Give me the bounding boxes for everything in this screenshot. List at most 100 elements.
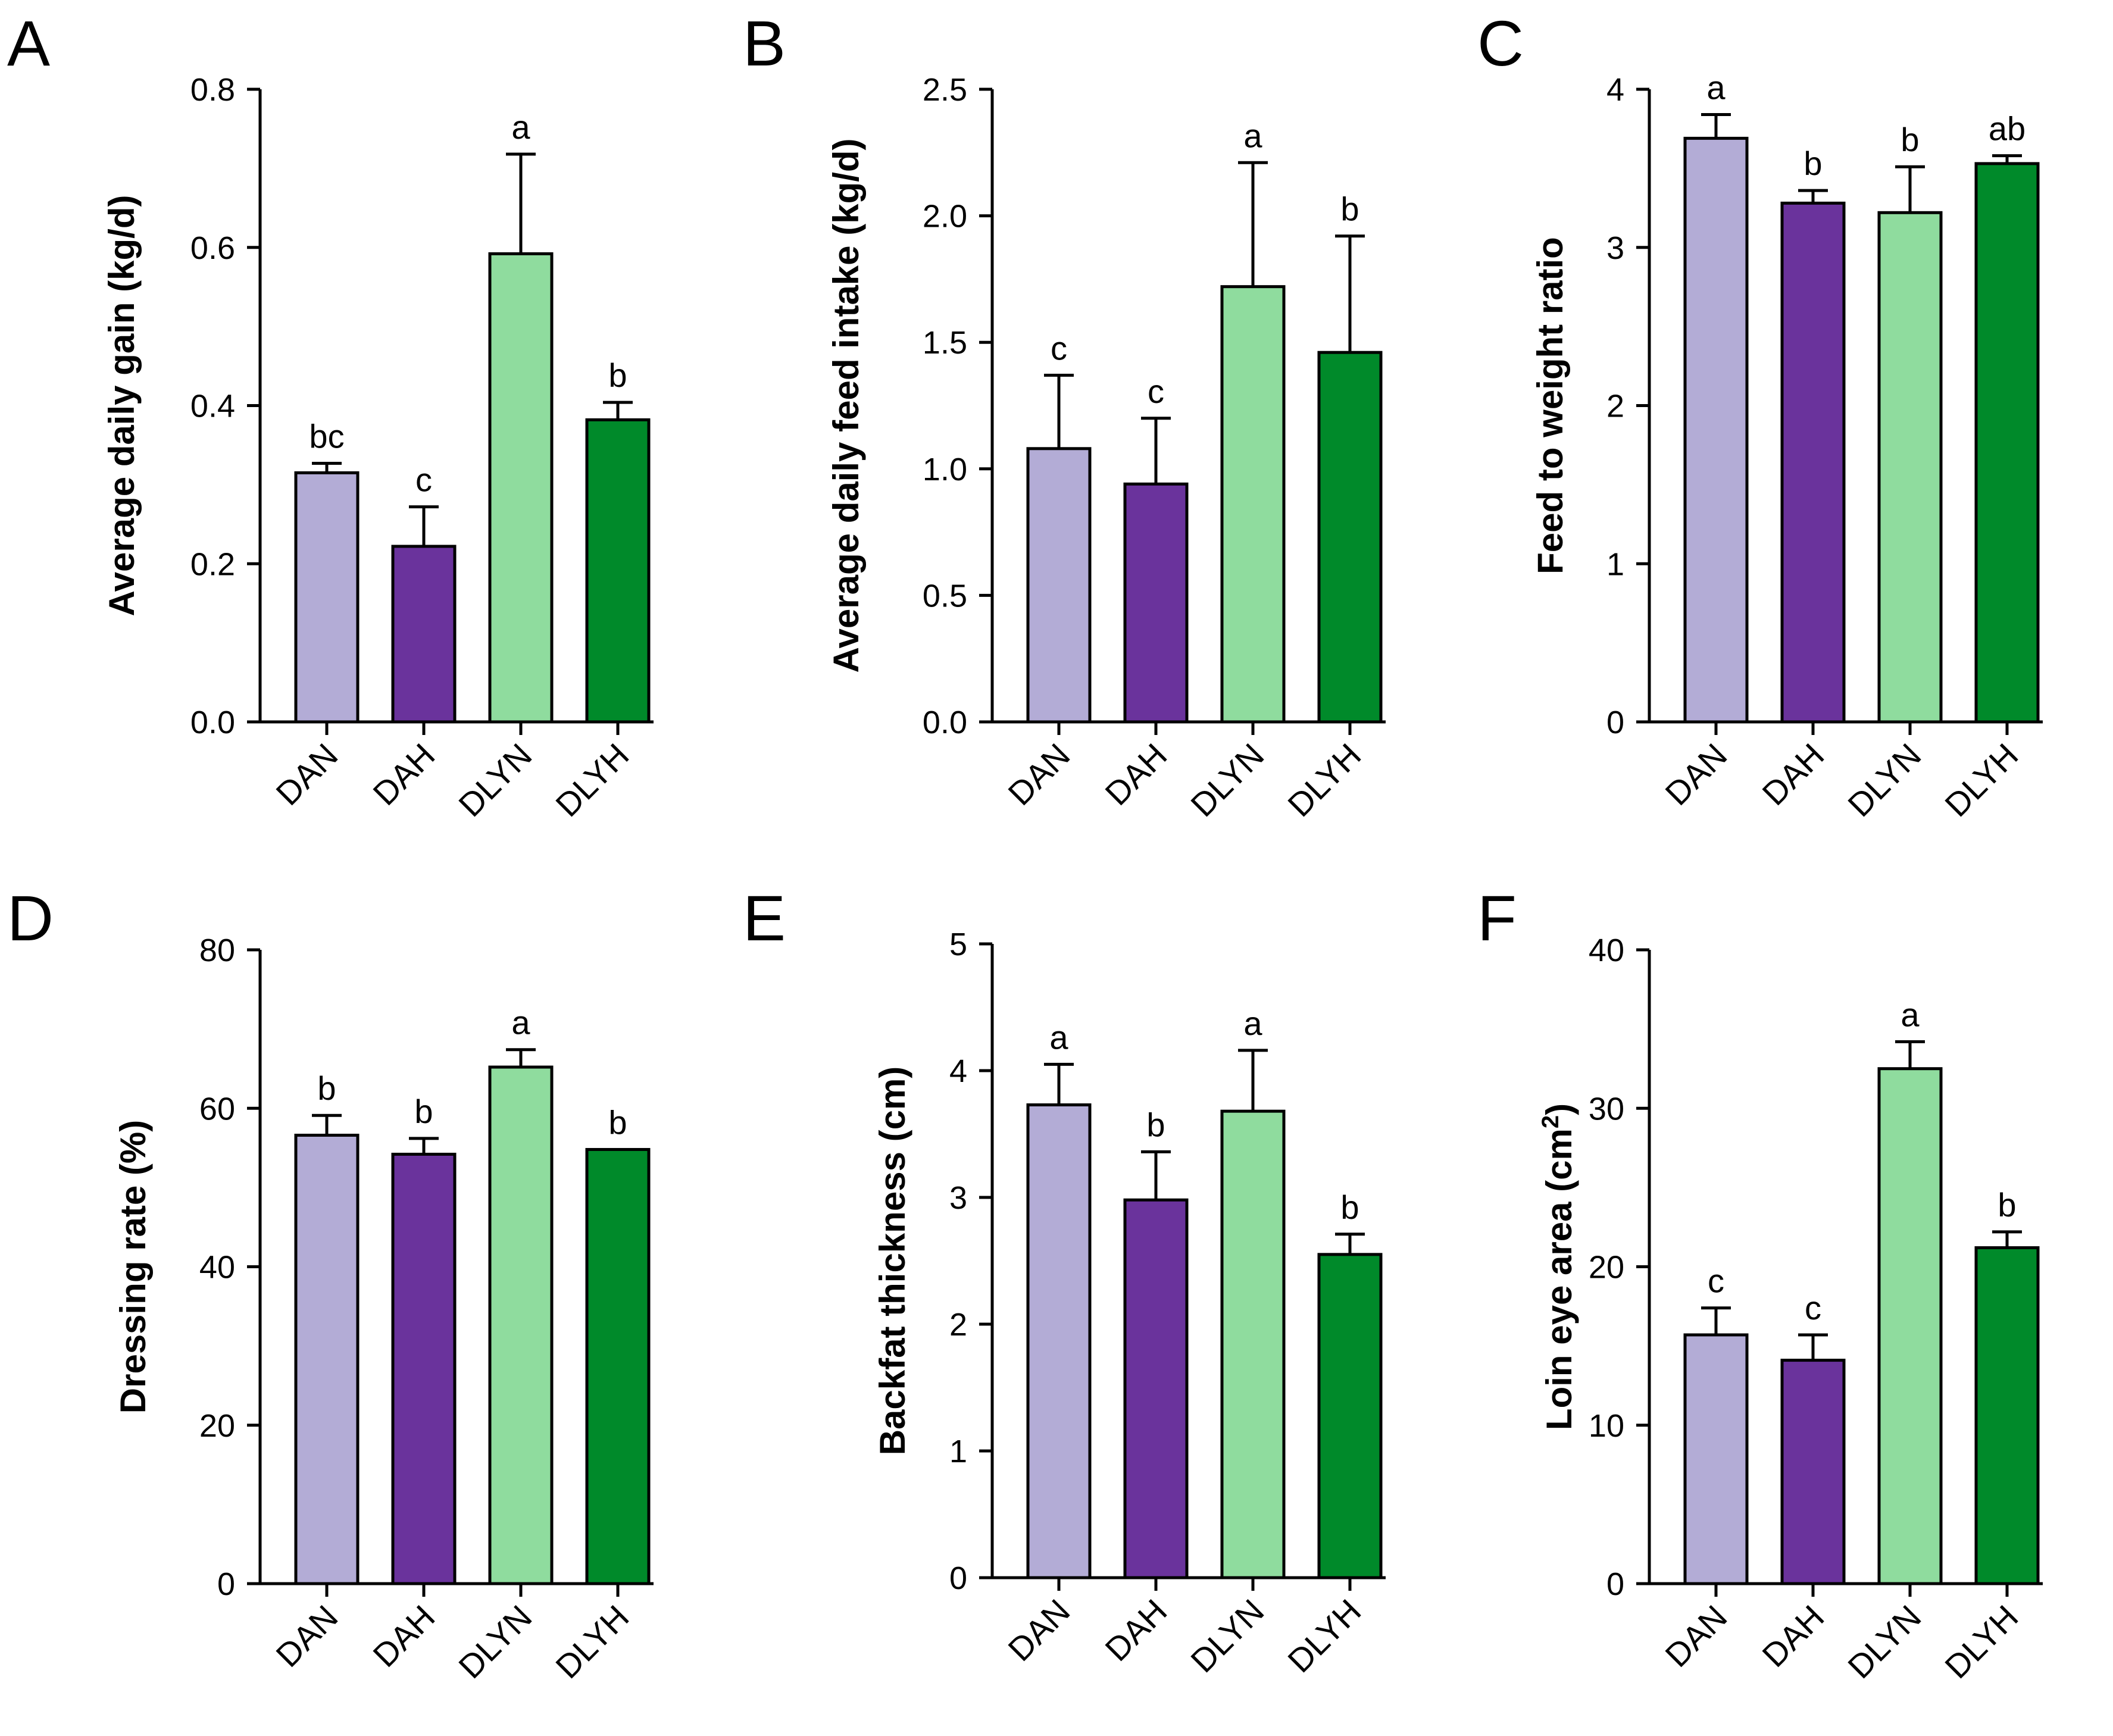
panel-a-x-tick-label-dlyn: DLYN: [451, 736, 539, 824]
panel-f-x-tick-label-dlyn: DLYN: [1840, 1598, 1928, 1685]
panel-a-y-tick-label: 0.2: [190, 546, 235, 582]
panel-f-y-tick-label: 30: [1589, 1091, 1624, 1127]
panel-e-y-axis-title: Backfat thickness (cm): [873, 1066, 912, 1456]
panel-e-sig-label-dlyh: b: [1340, 1188, 1359, 1226]
panel-e-y-tick-label: 4: [949, 1053, 967, 1089]
panel-e-sig-label-dan: a: [1049, 1018, 1068, 1056]
panel-a-bar-dlyn: [488, 252, 554, 724]
panel-f-sig-label-dlyh: b: [1998, 1186, 2016, 1224]
panel-c-sig-label-dah: b: [1803, 145, 1822, 182]
panel-a-y-tick-label: 0.0: [190, 705, 235, 740]
panel-c-x-tick-label-dlyh: DLYH: [1937, 736, 2025, 824]
panel-d-y-tick-label: 40: [199, 1250, 235, 1285]
panel-a-sig-label-dlyh: b: [608, 356, 627, 394]
panel-a-x-tick-label-dah: DAH: [365, 736, 442, 812]
panel-b-x-tick-label-dan: DAN: [1001, 736, 1077, 812]
panel-e-bar-dlyh: [1317, 1253, 1383, 1579]
panel-c-y-tick-label: 4: [1606, 72, 1624, 108]
panel-f-y-tick-label: 20: [1589, 1250, 1624, 1285]
panel-b-sig-label-dan: c: [1051, 329, 1067, 367]
panel-d-bar-dlyn: [488, 1065, 554, 1585]
panel-e-y-tick-label: 3: [949, 1180, 967, 1216]
panel-f-bar-dan: [1683, 1333, 1749, 1585]
panel-f-x-tick-label-dan: DAN: [1658, 1598, 1734, 1674]
panel-f-x-tick-label-dlyh: DLYH: [1937, 1598, 2025, 1685]
panel-b-y-tick-label: 2.5: [923, 72, 967, 108]
panel-a-y-axis-title: Average daily gain (kg/d): [102, 195, 142, 617]
panel-d-sig-label-dlyh: b: [608, 1103, 627, 1141]
panel-b-y-tick-label: 0.5: [923, 578, 967, 614]
panel-e-x-tick-label-dah: DAH: [1098, 1592, 1174, 1668]
panel-c-sig-label-dlyn: b: [1901, 121, 1919, 158]
panel-a-x-tick-label-dlyh: DLYH: [548, 736, 636, 824]
panel-e-bar-dan: [1026, 1103, 1092, 1579]
panel-c-sig-label-dan: a: [1706, 69, 1726, 107]
panel-c-x-tick-label-dlyn: DLYN: [1840, 736, 1928, 824]
panel-b-bar-dlyh: [1317, 351, 1383, 724]
panel-a-y-tick-label: 0.8: [190, 72, 235, 108]
panel-e-y-tick-label: 2: [949, 1307, 967, 1343]
panel-e-y-tick-label: 5: [949, 927, 967, 962]
panel-f-letter: F: [1477, 882, 1517, 954]
panel-f-sig-label-dah: c: [1805, 1289, 1821, 1327]
panel-b-letter: B: [743, 7, 786, 79]
panel-a-letter: A: [7, 7, 50, 79]
panel-d-y-tick-label: 60: [199, 1091, 235, 1127]
panel-d-bar-dah: [391, 1152, 457, 1585]
panel-e-bar-dlyn: [1220, 1109, 1286, 1579]
panel-b-bar-dan: [1026, 447, 1092, 724]
panel-f-bar-dah: [1780, 1359, 1846, 1585]
panel-e-sig-label-dlyn: a: [1243, 1005, 1262, 1042]
panel-d-y-tick-label: 80: [199, 933, 235, 968]
panel-d-bar-dlyh: [585, 1147, 651, 1585]
panel-b-x-tick-label-dlyn: DLYN: [1183, 736, 1271, 824]
panel-b-x-tick-label-dah: DAH: [1098, 736, 1174, 812]
panel-c-y-tick-label: 1: [1606, 546, 1624, 582]
panel-a-x-tick-label-dan: DAN: [268, 736, 345, 812]
panel-d-x-tick-label-dah: DAH: [365, 1598, 442, 1674]
panel-e-y-tick-label: 0: [949, 1560, 967, 1596]
panel-d-y-tick-label: 0: [217, 1566, 235, 1602]
panel-f-bar-dlyn: [1877, 1067, 1943, 1585]
panel-d-x-tick-label-dan: DAN: [268, 1598, 345, 1674]
panel-c-bar-dlyh: [1974, 162, 2040, 724]
panel-b-y-tick-label: 0.0: [923, 705, 967, 740]
panel-b-sig-label-dlyn: a: [1243, 117, 1262, 154]
panel-c-bar-dlyn: [1877, 211, 1943, 724]
panel-b-y-tick-label: 2.0: [923, 199, 967, 234]
panel-a-sig-label-dan: bc: [309, 417, 344, 455]
panel-b-sig-label-dah: c: [1148, 373, 1164, 410]
panel-f-sig-label-dan: c: [1708, 1262, 1724, 1300]
panel-b-x-tick-label-dlyh: DLYH: [1280, 736, 1368, 824]
panel-d-sig-label-dan: b: [317, 1069, 336, 1107]
panel-f-y-tick-label: 0: [1606, 1566, 1624, 1602]
panel-c-y-axis-title: Feed to weight ratio: [1530, 237, 1570, 574]
panel-c-y-tick-label: 2: [1606, 389, 1624, 424]
panel-a-y-tick-label: 0.6: [190, 230, 235, 266]
panel-d-sig-label-dah: b: [414, 1093, 433, 1130]
panel-d-x-tick-label-dlyn: DLYN: [451, 1598, 539, 1685]
panel-d-letter: D: [7, 882, 54, 954]
panel-c-letter: C: [1477, 7, 1524, 79]
panel-c-y-tick-label: 0: [1606, 705, 1624, 740]
panel-c-bar-dah: [1780, 201, 1846, 724]
panel-c-x-tick-label-dah: DAH: [1755, 736, 1831, 812]
panel-f-bar-dlyh: [1974, 1246, 2040, 1585]
panel-b-sig-label-dlyh: b: [1340, 190, 1359, 228]
panel-f-sig-label-dlyn: a: [1901, 996, 1920, 1033]
panel-f-y-tick-label: 10: [1589, 1408, 1624, 1444]
panel-c-sig-label-dlyh: ab: [1989, 110, 2026, 148]
panel-e-x-tick-label-dlyh: DLYH: [1280, 1592, 1368, 1679]
panel-f-y-tick-label: 40: [1589, 933, 1624, 968]
panel-f-x-tick-label-dah: DAH: [1755, 1598, 1831, 1674]
panel-a-y-tick-label: 0.4: [190, 389, 235, 424]
panel-b-bar-dlyn: [1220, 285, 1286, 724]
panel-d-y-tick-label: 20: [199, 1408, 235, 1444]
panel-f-y-axis-title: Loin eye area (cm2): [1537, 1103, 1579, 1430]
panel-b-y-tick-label: 1.0: [923, 452, 967, 487]
panel-d-sig-label-dlyn: a: [511, 1004, 530, 1041]
panel-e-y-tick-label: 1: [949, 1434, 967, 1469]
panel-d-x-tick-label-dlyh: DLYH: [548, 1598, 636, 1685]
panel-a-sig-label-dah: c: [415, 461, 432, 499]
